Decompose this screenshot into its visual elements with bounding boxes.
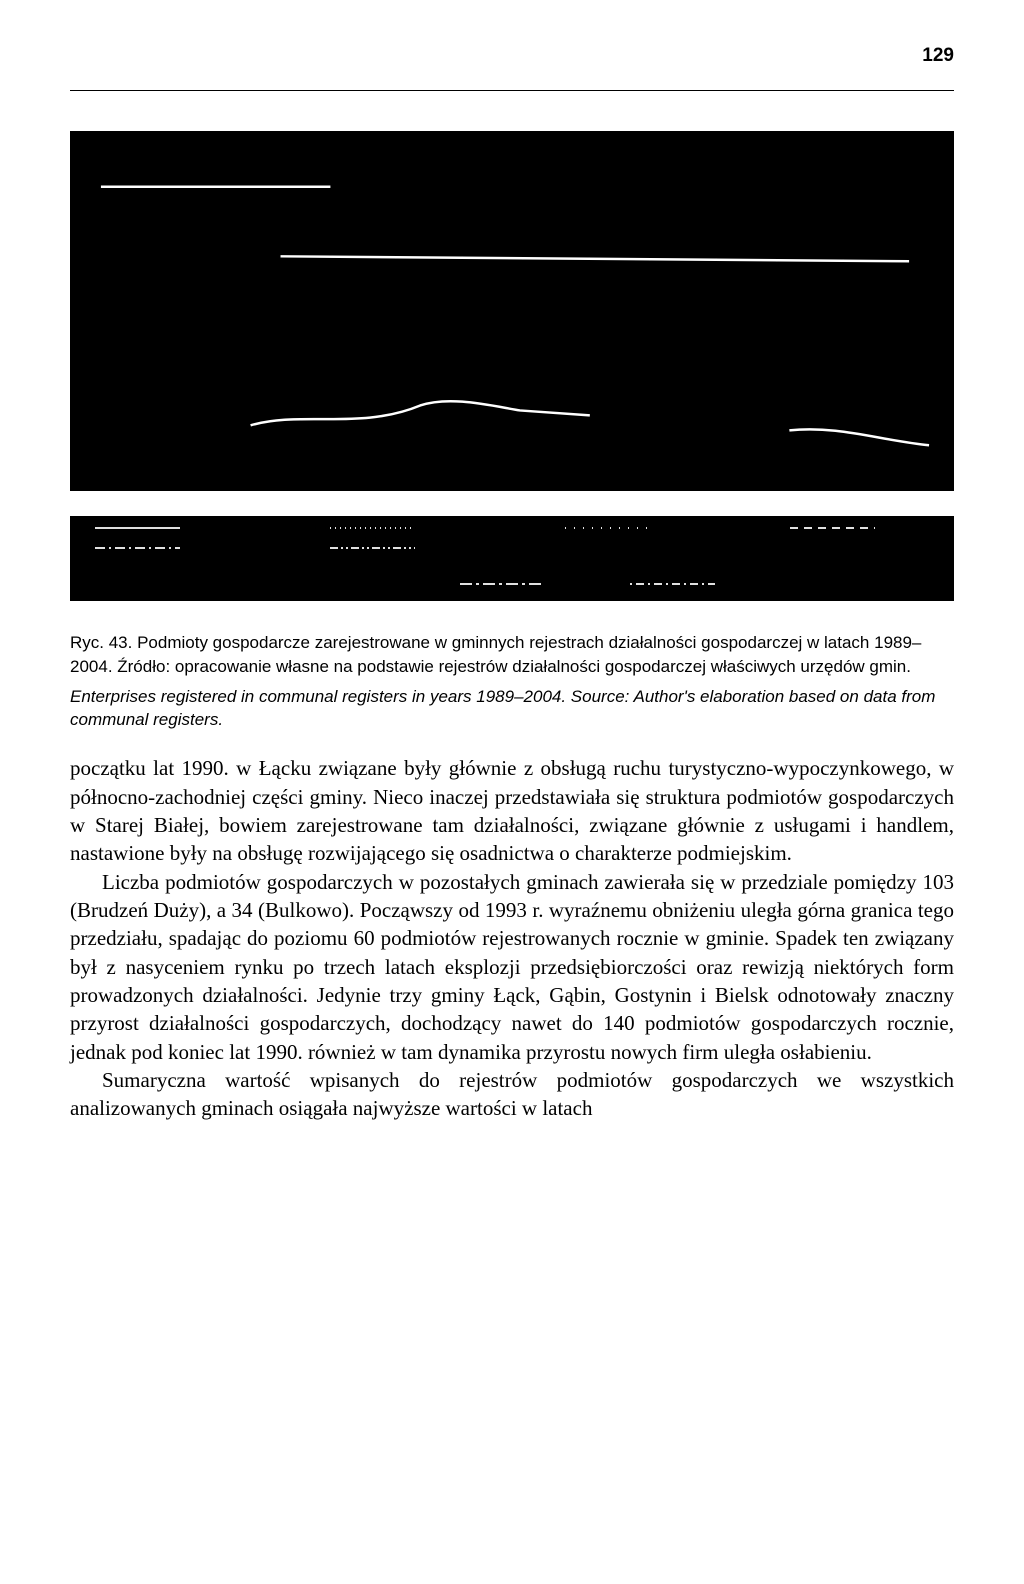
top-rule <box>70 90 954 91</box>
body-paragraph-3: Sumaryczna wartość wpisanych do rejestró… <box>70 1066 954 1123</box>
legend-area <box>70 516 954 601</box>
body-paragraph-1: początku lat 1990. w Łącku związane były… <box>70 754 954 867</box>
page-number: 129 <box>922 45 954 67</box>
chart-svg <box>71 132 953 490</box>
figure-caption-pl: Ryc. 43. Podmioty gospodarcze zarejestro… <box>70 631 954 679</box>
figure-caption-en: Enterprises registered in communal regis… <box>70 685 954 733</box>
body-paragraph-2: Liczba podmiotów gospodarczych w pozosta… <box>70 868 954 1066</box>
chart-frame <box>70 131 954 491</box>
legend-svg <box>70 516 954 601</box>
